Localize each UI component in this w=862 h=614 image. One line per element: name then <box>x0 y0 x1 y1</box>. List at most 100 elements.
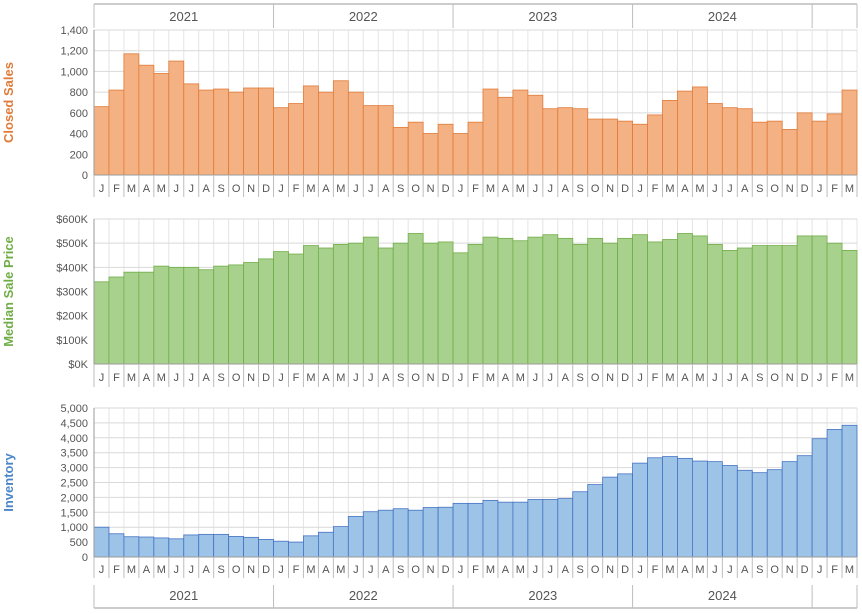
bar <box>736 469 753 558</box>
month-label: A <box>741 564 749 576</box>
bar <box>572 243 589 365</box>
bar <box>467 502 484 558</box>
month-label: A <box>143 183 151 195</box>
month-label: F <box>113 372 120 384</box>
y-tick-label: 1,000 <box>60 522 88 534</box>
bar <box>422 242 439 365</box>
month-label: O <box>232 564 241 576</box>
month-label: J <box>458 372 464 384</box>
bar <box>198 533 215 558</box>
bar <box>602 242 619 365</box>
month-label: F <box>831 564 838 576</box>
bar <box>258 539 274 558</box>
month-label: F <box>113 183 120 195</box>
bar <box>138 64 155 176</box>
bar <box>542 108 559 176</box>
bar <box>228 264 245 365</box>
month-label: O <box>591 183 600 195</box>
y-tick-label: 3,000 <box>60 463 88 475</box>
month-label: A <box>681 372 689 384</box>
y-tick-label: 3,500 <box>60 448 88 460</box>
bar <box>602 476 619 558</box>
bar <box>512 89 529 176</box>
bar <box>347 242 364 365</box>
month-label: D <box>442 372 450 384</box>
bar <box>422 507 439 558</box>
month-label: A <box>562 372 570 384</box>
bar <box>407 233 424 365</box>
bar <box>602 118 619 176</box>
bar <box>273 251 289 365</box>
bar <box>721 107 738 176</box>
bar <box>93 526 110 558</box>
month-label: M <box>486 564 495 576</box>
bar <box>153 537 170 558</box>
month-label: M <box>127 372 136 384</box>
bar <box>662 456 678 558</box>
month-label: N <box>606 564 614 576</box>
month-label: A <box>143 564 151 576</box>
month-label: J <box>817 183 823 195</box>
bar <box>392 126 409 176</box>
y-tick-label: $0K <box>68 359 88 371</box>
month-label: J <box>533 372 539 384</box>
month-label: S <box>577 183 584 195</box>
month-label: J <box>368 564 374 576</box>
month-label: D <box>442 183 450 195</box>
month-label: A <box>203 372 211 384</box>
bar <box>183 266 200 365</box>
y-tick-label: 0 <box>82 170 88 182</box>
bar <box>841 250 858 365</box>
bar <box>243 262 259 365</box>
bar <box>452 502 469 558</box>
month-label: S <box>577 564 584 576</box>
bar <box>617 473 633 558</box>
bar <box>332 526 349 558</box>
month-label: N <box>427 183 435 195</box>
month-label: J <box>174 564 180 576</box>
bar <box>347 91 364 176</box>
y-tick-label: 1,400 <box>60 25 88 37</box>
bar <box>721 465 738 558</box>
month-label: N <box>606 372 614 384</box>
month-label: M <box>127 183 136 195</box>
month-label: J <box>353 372 359 384</box>
bar <box>587 237 604 365</box>
month-label: M <box>306 183 315 195</box>
month-label: J <box>817 372 823 384</box>
y-axis-title: Closed Sales <box>1 62 16 143</box>
bar <box>482 88 499 176</box>
month-label: M <box>336 183 345 195</box>
month-label: A <box>741 183 749 195</box>
bar <box>587 118 604 176</box>
month-label: M <box>845 372 854 384</box>
y-tick-label: 5,000 <box>60 403 88 415</box>
month-label: N <box>786 372 794 384</box>
y-axis-title: Inventory <box>1 452 16 511</box>
month-label: M <box>516 372 525 384</box>
y-tick-label: 4,500 <box>60 418 88 430</box>
month-label: D <box>621 183 629 195</box>
month-label: S <box>397 372 404 384</box>
month-label: J <box>727 183 733 195</box>
y-tick-label: 1,000 <box>60 66 88 78</box>
month-label: O <box>770 372 779 384</box>
year-label-bottom: 2024 <box>708 588 737 603</box>
bar <box>617 237 633 365</box>
year-label-top: 2022 <box>349 9 378 24</box>
bar <box>273 107 289 176</box>
bar <box>407 509 424 558</box>
y-tick-label: 500 <box>70 537 88 549</box>
bar <box>736 247 753 365</box>
bar <box>108 276 125 365</box>
bar <box>766 120 783 176</box>
bar <box>332 80 349 176</box>
bar <box>108 533 125 558</box>
y-tick-label: 4,000 <box>60 433 88 445</box>
bar <box>422 133 439 176</box>
month-label: M <box>695 183 704 195</box>
month-label: F <box>472 183 479 195</box>
month-label: A <box>382 564 390 576</box>
month-label: A <box>203 564 211 576</box>
bar <box>303 85 319 176</box>
